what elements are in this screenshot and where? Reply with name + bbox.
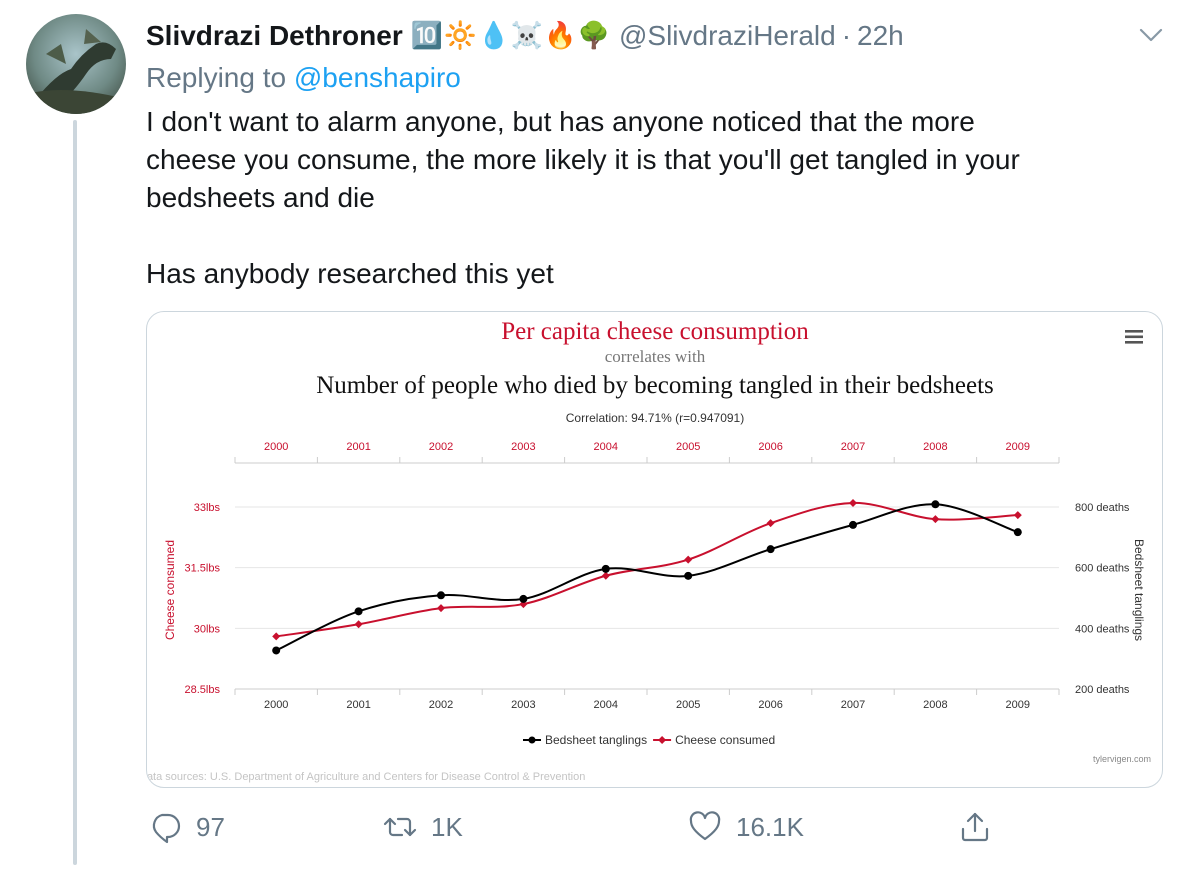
x-tick-label: 2007 xyxy=(841,699,865,711)
legend-label-cheese-consumed: Cheese consumed xyxy=(675,733,775,747)
reply-mention-link[interactable]: @benshapiro xyxy=(293,62,461,93)
y-left-tick-label: 28.5lbs xyxy=(185,684,221,696)
tweet-text-line: Has anybody researched this yet xyxy=(146,258,554,289)
data-point-bedsheet-tanglings xyxy=(849,520,857,529)
tweet-text-line: bedsheets and die xyxy=(146,182,375,213)
x-tick-label: 2008 xyxy=(923,699,947,711)
avatar[interactable] xyxy=(26,14,126,114)
correlation-chart: Per capita cheese consumption correlates… xyxy=(147,318,1151,783)
data-point-bedsheet-tanglings xyxy=(354,607,363,616)
chart-axes: 33lbs 31.5lbs 30lbs 28.5lbs 800 deaths 600 de… xyxy=(185,441,1130,711)
data-point-cheese-consumed xyxy=(437,604,445,613)
y-right-tick-label: 400 deaths xyxy=(1075,623,1130,635)
retweet-count: 1K xyxy=(431,811,463,842)
reply-icon xyxy=(152,813,181,844)
data-point-cheese-consumed xyxy=(931,515,940,524)
media-card[interactable]: Per capita cheese consumption correlates… xyxy=(146,311,1163,788)
menu-icon[interactable] xyxy=(1125,330,1143,344)
avatar-image xyxy=(26,14,126,114)
tweet-text-line: I don't want to alarm anyone, but has an… xyxy=(146,106,975,137)
x-tick-label: 2005 xyxy=(676,699,700,711)
x-tick-label-top: 2002 xyxy=(429,441,453,453)
replying-to: Replying to @benshapiro xyxy=(146,62,461,94)
tweet-actions: 97 1K 16.1K xyxy=(146,805,1006,849)
legend-marker-bedsheet-tanglings xyxy=(528,736,536,744)
reply-prefix: Replying to xyxy=(146,62,287,93)
legend-label-bedsheet-tanglings: Bedsheet tanglings xyxy=(545,733,647,747)
share-icon xyxy=(961,812,989,842)
chart-watermark: tylervigen.com xyxy=(1093,754,1151,764)
retweet-button[interactable]: 1K xyxy=(383,805,463,849)
y-axis-label-left: Cheese consumed xyxy=(163,540,177,640)
data-point-bedsheet-tanglings xyxy=(684,571,693,580)
chart-source-note: Data sources: U.S. Department of Agricul… xyxy=(147,771,585,783)
tweet-timestamp[interactable]: 22h xyxy=(857,20,904,51)
tweet-text-line: cheese you consume, the more likely it i… xyxy=(146,144,1020,175)
chart-correlation: Correlation: 94.71% (r=0.947091) xyxy=(566,411,744,425)
heart-icon xyxy=(689,811,721,841)
x-tick-label: 2000 xyxy=(264,699,288,711)
data-point-bedsheet-tanglings xyxy=(766,545,775,554)
x-tick-label-top: 2001 xyxy=(346,441,370,453)
x-tick-label-top: 2007 xyxy=(841,441,865,453)
header-separator: · xyxy=(841,20,852,51)
y-left-tick-label: 30lbs xyxy=(194,623,221,635)
series-line-bedsheet-tanglings xyxy=(275,503,1019,652)
name-emojis: 🔟🔆💧☠️🔥🌳 xyxy=(410,21,611,51)
data-point-cheese-consumed xyxy=(354,620,363,629)
data-point-cheese-consumed xyxy=(272,632,281,641)
series-line-cheese-consumed xyxy=(276,501,1018,638)
y-left-tick-label: 31.5lbs xyxy=(185,563,221,575)
reply-count: 97 xyxy=(196,811,225,842)
x-tick-label-top: 2005 xyxy=(676,441,700,453)
retweet-icon xyxy=(383,817,417,837)
data-point-cheese-consumed xyxy=(684,555,693,564)
like-button[interactable]: 16.1K xyxy=(688,805,804,849)
share-button[interactable] xyxy=(958,805,992,849)
x-tick-label: 2009 xyxy=(1006,699,1030,711)
x-tick-label-top: 2006 xyxy=(758,441,782,453)
y-axis-label-right: Bedsheet tanglings xyxy=(1132,539,1146,641)
chart-subtitle: correlates with xyxy=(605,347,706,366)
data-point-cheese-consumed xyxy=(766,519,775,528)
legend-marker-cheese-consumed xyxy=(658,736,667,744)
y-right-tick-label: 200 deaths xyxy=(1075,684,1130,696)
x-tick-label-top: 2003 xyxy=(511,441,535,453)
x-tick-label: 2003 xyxy=(511,699,535,711)
y-right-tick-label: 800 deaths xyxy=(1075,502,1130,514)
chart-legend[interactable]: Bedsheet tanglings Cheese consumed xyxy=(523,733,775,747)
x-tick-label: 2004 xyxy=(594,699,618,711)
tweet-header: Slivdrazi Dethroner 🔟🔆💧☠️🔥🌳 @SlivdraziHe… xyxy=(146,16,904,56)
x-tick-label-top: 2004 xyxy=(594,441,618,453)
chart-series xyxy=(272,498,1022,655)
x-tick-label-top: 2008 xyxy=(923,441,947,453)
display-name[interactable]: Slivdrazi Dethroner xyxy=(146,20,403,51)
user-handle[interactable]: @SlivdraziHerald xyxy=(618,20,836,51)
x-tick-label: 2001 xyxy=(346,699,370,711)
like-count: 16.1K xyxy=(736,811,804,842)
x-tick-label-top: 2000 xyxy=(264,441,288,453)
reply-button[interactable]: 97 xyxy=(148,805,225,849)
tweet-text: I don't want to alarm anyone, but has an… xyxy=(146,103,1166,293)
y-left-tick-label: 33lbs xyxy=(194,502,221,514)
data-point-bedsheet-tanglings xyxy=(519,594,528,603)
x-tick-label: 2002 xyxy=(429,699,453,711)
data-point-bedsheet-tanglings xyxy=(931,500,940,509)
x-tick-label-top: 2009 xyxy=(1006,441,1030,453)
data-point-bedsheet-tanglings xyxy=(272,646,281,655)
data-point-cheese-consumed xyxy=(849,498,857,507)
chevron-down-icon[interactable] xyxy=(1138,24,1164,46)
data-point-bedsheet-tanglings xyxy=(437,591,445,600)
x-tick-label: 2006 xyxy=(758,699,782,711)
data-point-cheese-consumed xyxy=(1013,511,1022,520)
data-point-cheese-consumed xyxy=(601,571,610,580)
chart-title: Per capita cheese consumption xyxy=(501,318,809,345)
data-point-bedsheet-tanglings xyxy=(1013,528,1022,537)
chart-title-2: Number of people who died by becoming ta… xyxy=(316,372,994,399)
data-point-bedsheet-tanglings xyxy=(601,564,610,573)
thread-line xyxy=(73,120,77,865)
y-right-tick-label: 600 deaths xyxy=(1075,563,1130,575)
